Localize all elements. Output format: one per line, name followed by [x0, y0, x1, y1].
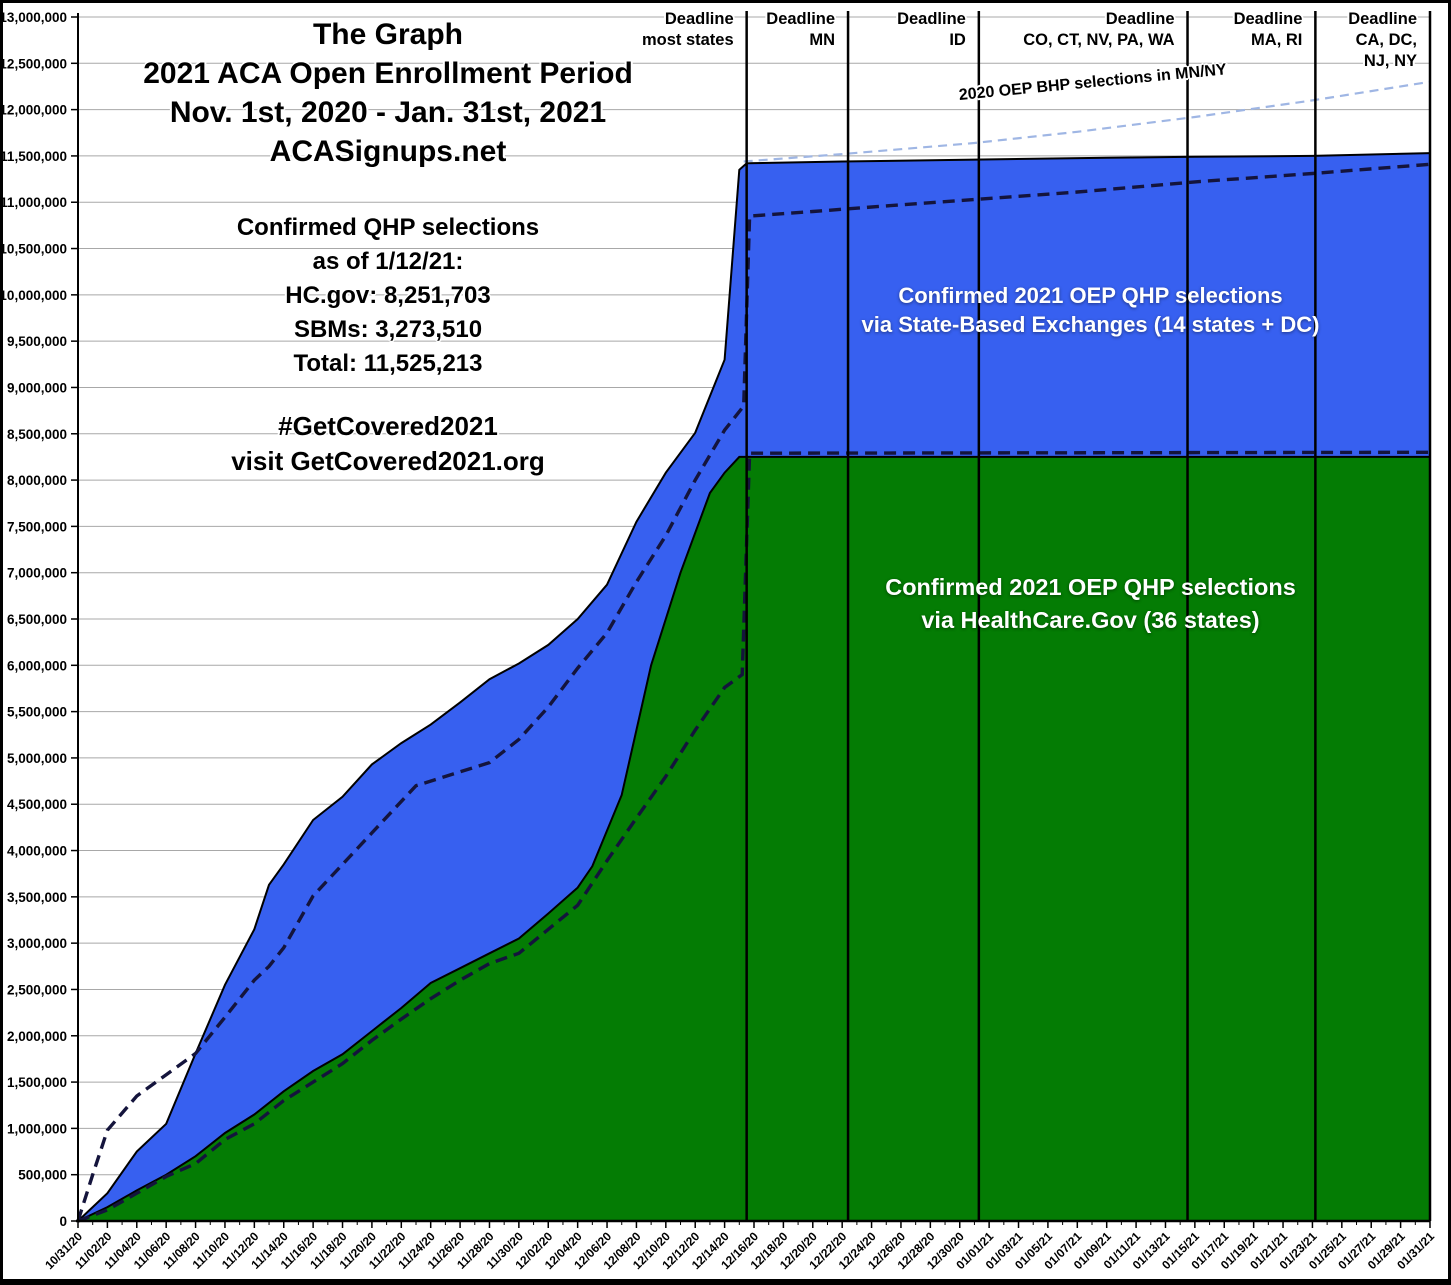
- y-tick-label: 7,000,000: [7, 566, 67, 581]
- y-tick-label: 1,500,000: [7, 1075, 67, 1090]
- y-tick-label: 0: [59, 1214, 67, 1229]
- deadline-label-2: Deadline ID: [897, 9, 966, 51]
- deadline-label-line: Deadline: [1105, 10, 1175, 28]
- bhp-dashed-line: [743, 80, 1431, 163]
- deadline-label-line: Deadline: [1348, 10, 1417, 28]
- y-tick-label: 6,500,000: [7, 612, 67, 627]
- y-tick-label: 13,000,000: [3, 10, 67, 25]
- stats-grand-total: Total: 11,525,213: [293, 350, 483, 377]
- deadline-label-line: Deadline: [897, 10, 966, 28]
- sbm-area-label: Confirmed 2021 OEP QHP selections via St…: [748, 281, 1433, 339]
- y-tick-label: 1,000,000: [7, 1121, 67, 1136]
- deadline-label-line: CO, CT, NV, PA, WA: [1023, 31, 1175, 49]
- y-tick-label: 7,500,000: [7, 519, 67, 534]
- total-2020-dashed-line: [76, 162, 1431, 1222]
- getcovered-promo: #GetCovered2021 visit GetCovered2021.org: [73, 409, 703, 479]
- deadline-label-5: Deadline CA, DC, NJ, NY: [1348, 9, 1417, 72]
- y-tick-label: 10,500,000: [3, 242, 67, 257]
- y-tick-label: 6,000,000: [7, 658, 67, 673]
- sbm-label-line-1: Confirmed 2021 OEP QHP selections: [898, 283, 1283, 308]
- y-tick-label: 12,000,000: [3, 103, 67, 118]
- y-tick-label: 5,000,000: [7, 751, 67, 766]
- aca-enrollment-area-chart: 0 500,000 1,000,000 1,500,000 2,000,000 2,500…: [3, 10, 1437, 1272]
- deadline-label-line: Deadline: [766, 10, 836, 28]
- title-line-3: Nov. 1st, 2020 - Jan. 31st, 2021: [169, 96, 607, 129]
- y-tick-label: 2,000,000: [7, 1029, 67, 1044]
- confirmed-stats: Confirmed QHP selections as of 1/12/21: …: [73, 211, 703, 381]
- y-tick-label: 4,500,000: [7, 797, 67, 812]
- deadline-label-line: most states: [641, 31, 734, 49]
- y-tick-label: 2,500,000: [7, 982, 67, 997]
- y-tick-label: 4,000,000: [7, 844, 67, 859]
- sbm-label-line-2: via State-Based Exchanges (14 states + D…: [861, 312, 1320, 337]
- y-tick-label: 12,500,000: [3, 56, 67, 71]
- y-tick-label: 11,500,000: [3, 149, 67, 164]
- stats-hcgov-total: HC.gov: 8,251,703: [285, 282, 491, 309]
- hcgov-2020-dashed-line: [77, 450, 1431, 1223]
- stats-line-1: Confirmed QHP selections: [236, 214, 540, 241]
- y-tick-label: 10,000,000: [3, 288, 67, 303]
- y-tick-label: 8,500,000: [7, 427, 67, 442]
- y-tick-label: 3,000,000: [7, 936, 67, 951]
- deadline-label-line: Deadline: [1233, 10, 1303, 28]
- deadline-label-0: Deadline most states: [642, 9, 734, 51]
- deadline-label-4: Deadline MA, RI: [1234, 9, 1303, 51]
- title-line-1: The Graph: [312, 18, 463, 51]
- hcgov-area-label: Confirmed 2021 OEP QHP selections via He…: [748, 571, 1433, 637]
- y-tick-label: 500,000: [18, 1168, 67, 1183]
- deadline-label-line: MN: [809, 31, 836, 49]
- deadline-label-line: ID: [949, 31, 966, 49]
- deadline-label-line: CA, DC,: [1355, 31, 1417, 49]
- y-tick-label: 3,500,000: [7, 890, 67, 905]
- y-tick-label: 8,000,000: [7, 473, 67, 488]
- y-tick-label: 5,500,000: [7, 705, 67, 720]
- hcgov-label-line-2: via HealthCare.Gov (36 states): [921, 607, 1260, 633]
- title-line-4: ACASignups.net: [269, 135, 507, 168]
- y-tick-label: 9,500,000: [7, 334, 67, 349]
- deadline-label-line: Deadline: [664, 10, 734, 28]
- deadline-label-line: MA, RI: [1251, 31, 1303, 49]
- y-tick-label: 9,000,000: [7, 380, 67, 395]
- hcgov-label-line-1: Confirmed 2021 OEP QHP selections: [885, 574, 1296, 600]
- visit-line: visit GetCovered2021.org: [231, 446, 545, 476]
- deadline-label-line: NJ, NY: [1363, 52, 1417, 70]
- title-line-2: 2021 ACA Open Enrollment Period: [143, 57, 633, 90]
- deadline-label-3: Deadline CO, CT, NV, PA, WA: [1023, 9, 1174, 51]
- sbm-area-outline: [77, 152, 1431, 1222]
- hcgov-area-outline: [77, 455, 1430, 1222]
- stats-sbm-total: SBMs: 3,273,510: [293, 316, 483, 343]
- stats-line-2: as of 1/12/21:: [312, 248, 464, 275]
- deadline-label-1: Deadline MN: [766, 9, 835, 51]
- y-tick-label: 11,000,000: [3, 195, 67, 210]
- chart-title: The Graph 2021 ACA Open Enrollment Perio…: [73, 15, 703, 171]
- hcgov-area: [78, 456, 1430, 1221]
- hashtag-line: #GetCovered2021: [278, 411, 498, 441]
